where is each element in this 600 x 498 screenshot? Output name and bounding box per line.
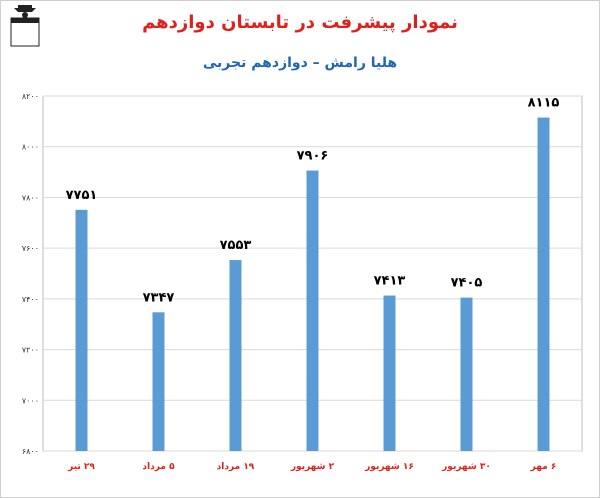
y-tick-label: ۸۲۰۰	[22, 92, 39, 101]
y-tick-label: ۷۰۰۰	[22, 396, 39, 405]
bar	[537, 117, 550, 451]
chart-subtitle: هلیا رامش – دوازدهم تجربی	[202, 55, 398, 71]
data-label: ۷۷۵۱	[66, 188, 98, 203]
y-tick-label: ۷۸۰۰	[22, 193, 39, 202]
bar	[383, 295, 396, 451]
chart-title: نمودار پیشرفت در تابستان دوازدهم	[142, 12, 458, 33]
data-label: ۷۴۰۵	[451, 276, 483, 291]
data-label: ۷۹۰۶	[297, 149, 329, 164]
y-tick-label: ۷۲۰۰	[22, 346, 39, 355]
y-tick-label: ۷۶۰۰	[22, 244, 39, 253]
bar	[75, 209, 88, 451]
x-tick-label: ۲ شهریور	[290, 462, 335, 472]
x-tick-label: ۲۹ تیر	[67, 462, 95, 472]
y-tick-label: ۷۴۰۰	[22, 295, 39, 304]
data-label: ۷۴۱۳	[374, 274, 406, 289]
x-tick-label: ۶ مهر	[530, 462, 557, 472]
x-tick-label: ۵ مرداد	[142, 462, 175, 472]
bar	[152, 312, 165, 451]
y-tick-label: ۸۰۰۰	[22, 143, 39, 152]
bar	[306, 170, 319, 452]
x-tick-label: ۱۹ مرداد	[217, 462, 255, 472]
data-label: ۷۳۴۷	[143, 290, 175, 305]
y-tick-label: ۶۸۰۰	[22, 447, 39, 456]
data-label: ۸۱۱۵	[528, 96, 560, 111]
school-logo	[10, 5, 40, 47]
data-label: ۷۵۵۳	[220, 238, 252, 253]
x-tick-label: ۱۶ شهریور	[364, 462, 414, 472]
x-tick-label: ۳۰ شهریور	[441, 462, 491, 472]
bar	[229, 260, 242, 451]
bar	[460, 297, 473, 451]
